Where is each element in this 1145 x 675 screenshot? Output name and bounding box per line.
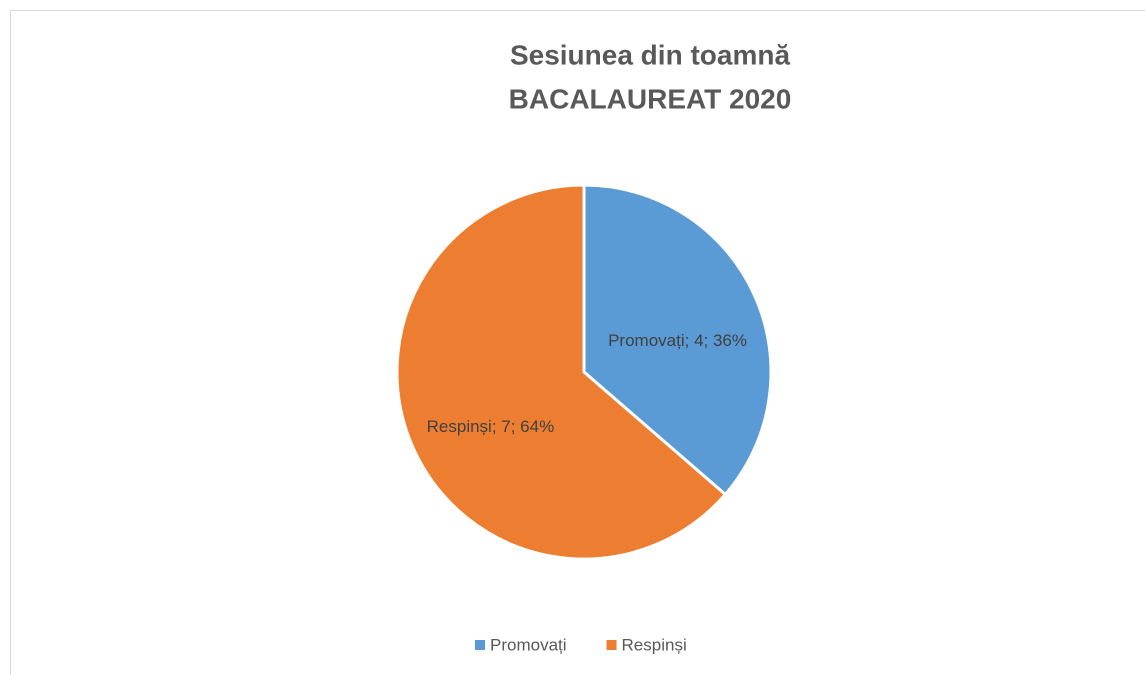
pie-slice <box>582 183 773 497</box>
legend-label: Promovați <box>490 635 567 654</box>
pie-slice <box>395 183 728 561</box>
legend-label: Respinși <box>622 635 687 654</box>
data-label: Promovați; 4; 36% <box>608 331 747 351</box>
data-label: Respinși; 7; 64% <box>426 416 555 436</box>
chart-subtitle: BACALAUREAT 2020 <box>509 83 792 114</box>
legend-swatch <box>475 640 485 650</box>
chart-title: Sesiunea din toamnă <box>510 39 790 70</box>
legend-swatch <box>606 640 617 650</box>
